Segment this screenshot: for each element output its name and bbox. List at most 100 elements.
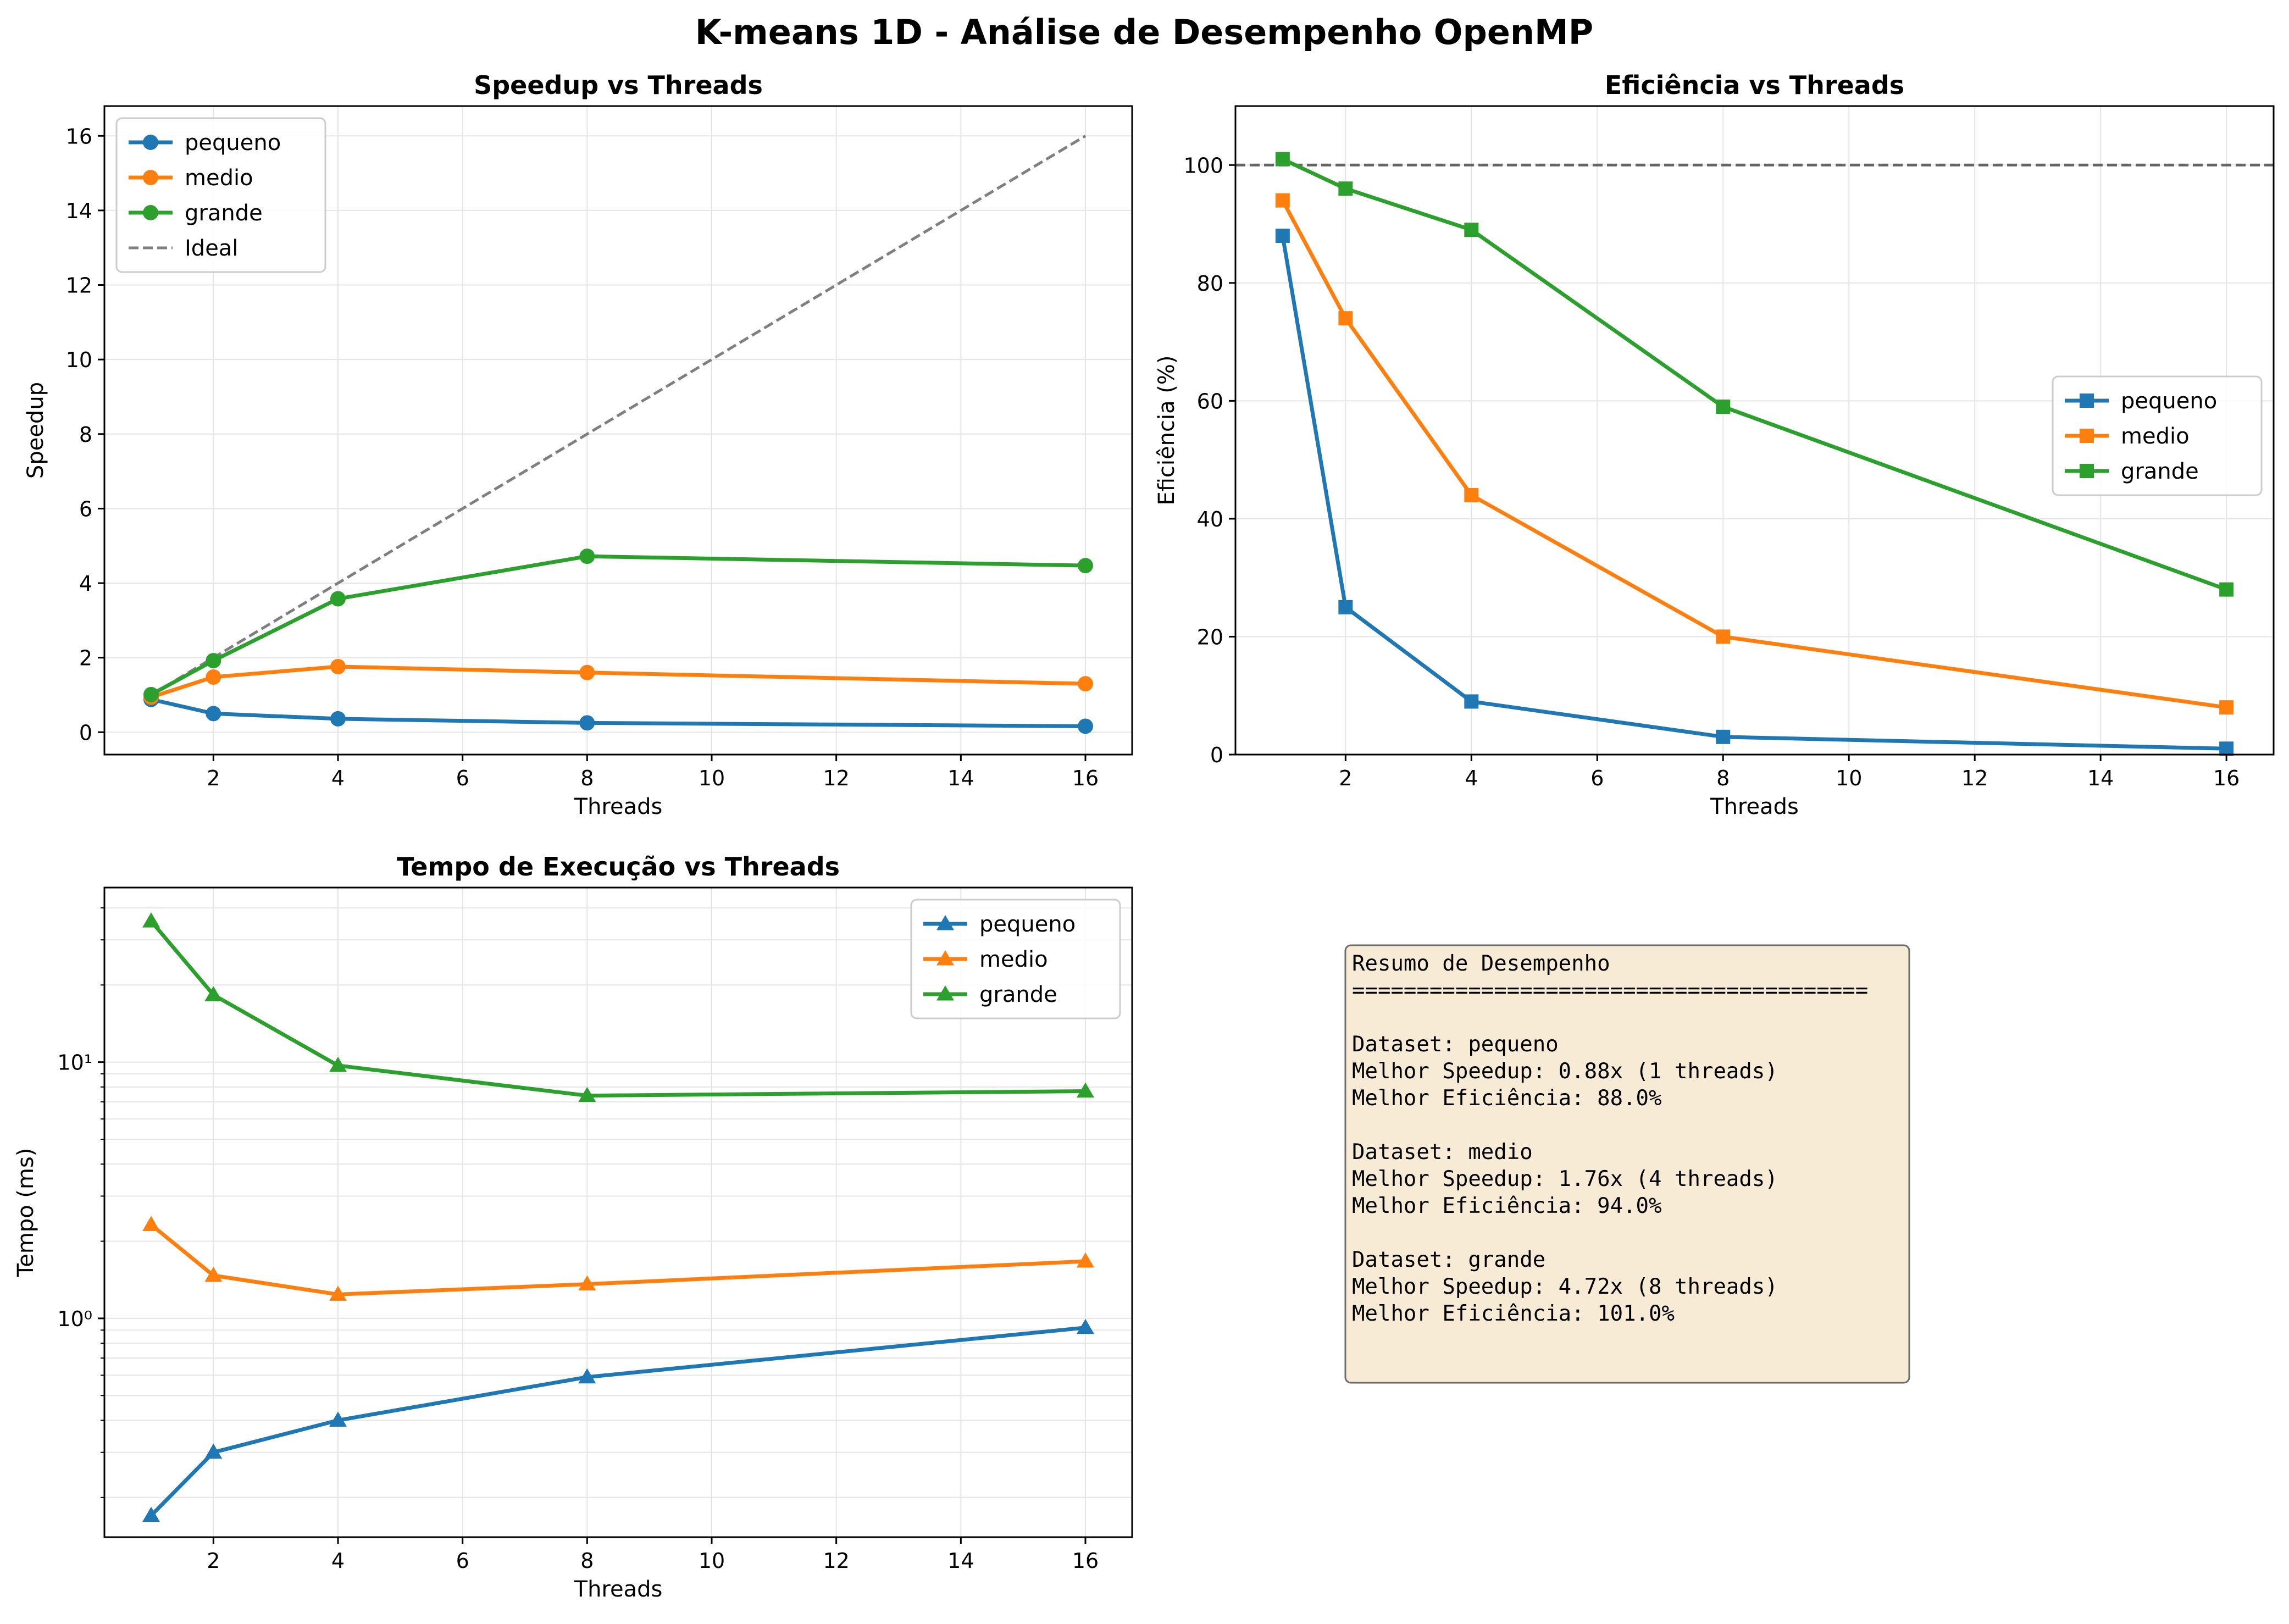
legend-item-grande: grande bbox=[923, 982, 1057, 1007]
x-tick-label: 14 bbox=[2087, 766, 2114, 790]
legend-label: pequeno bbox=[185, 130, 281, 156]
data-point-grande bbox=[204, 986, 223, 1001]
legend-marker bbox=[2080, 429, 2094, 443]
data-point-medio bbox=[578, 1275, 596, 1291]
x-axis-label: Threads bbox=[1710, 794, 1799, 819]
y-tick-label: 4 bbox=[79, 572, 92, 596]
legend: pequeno medio grande bbox=[2052, 375, 2263, 496]
data-point-pequeno bbox=[1338, 600, 1353, 614]
data-point-medio bbox=[2219, 700, 2234, 715]
legend-marker bbox=[936, 915, 954, 930]
series-line-medio bbox=[150, 664, 1086, 699]
ideal-line bbox=[150, 135, 1087, 696]
data-point-medio bbox=[1077, 1252, 1094, 1268]
series-grande bbox=[142, 912, 1094, 1102]
legend-item-medio: medio bbox=[2065, 424, 2190, 449]
data-point-grande bbox=[1275, 152, 1290, 167]
x-tick-label: 4 bbox=[331, 766, 345, 790]
data-point-grande bbox=[1077, 1082, 1094, 1098]
legend-label: medio bbox=[2121, 424, 2190, 449]
legend-item-medio: medio bbox=[129, 165, 253, 191]
summary-line: Melhor Speedup: 4.72x (8 threads) bbox=[1352, 1274, 1778, 1299]
series-pequeno bbox=[142, 1318, 1094, 1522]
legend: pequeno medio grande bbox=[910, 899, 1121, 1019]
legend-marker bbox=[143, 135, 158, 150]
axes-frame bbox=[103, 886, 1133, 1538]
series-medio bbox=[1275, 193, 2234, 715]
data-point-grande bbox=[1078, 558, 1093, 574]
legend-marker bbox=[143, 205, 158, 220]
summary-line: Dataset: pequeno bbox=[1352, 1032, 1559, 1057]
legend-item-ideal: Ideal bbox=[129, 236, 238, 261]
legend-label: medio bbox=[185, 165, 253, 191]
data-point-medio bbox=[330, 658, 346, 674]
y-tick-label: 40 bbox=[1197, 507, 1223, 531]
grid bbox=[104, 106, 1132, 755]
legend-frame bbox=[2052, 375, 2263, 496]
summary-line: Dataset: grande bbox=[1352, 1248, 1545, 1272]
legend-label: grande bbox=[2121, 459, 2199, 484]
summary-line: Melhor Eficiência: 88.0% bbox=[1352, 1086, 1662, 1111]
legend-marker bbox=[143, 170, 158, 185]
data-point-grande bbox=[1464, 223, 1479, 237]
series-line-medio bbox=[149, 1223, 1086, 1296]
x-tick-label: 10 bbox=[699, 766, 725, 790]
legend-frame bbox=[910, 899, 1121, 1019]
y-tick-label: 6 bbox=[79, 497, 92, 521]
x-tick-label: 10 bbox=[1836, 766, 1862, 790]
x-tick-label: 6 bbox=[456, 766, 469, 790]
summary-box: Resumo de Desempenho ===================… bbox=[1344, 944, 1910, 1384]
x-tick-label: 8 bbox=[1716, 766, 1730, 790]
legend-frame bbox=[115, 117, 326, 273]
legend-label: Ideal bbox=[185, 236, 238, 261]
legend-item-medio: medio bbox=[923, 947, 1048, 972]
series-medio bbox=[143, 658, 1093, 705]
x-tick-label: 12 bbox=[1961, 766, 1988, 790]
y-tick-label: 60 bbox=[1197, 389, 1223, 413]
y-tick-label: 0 bbox=[79, 720, 92, 745]
legend-marker bbox=[936, 985, 954, 1001]
data-point-pequeno bbox=[579, 715, 595, 731]
data-point-medio bbox=[1275, 193, 1290, 208]
data-point-pequeno bbox=[1077, 1318, 1094, 1334]
series-line-pequeno bbox=[149, 1326, 1086, 1517]
x-axis-label: Threads bbox=[574, 1577, 663, 1602]
summary-line: Melhor Speedup: 0.88x (1 threads) bbox=[1352, 1059, 1778, 1084]
legend-item-grande: grande bbox=[2065, 459, 2199, 484]
data-point-pequeno bbox=[1464, 694, 1479, 709]
series-grande bbox=[143, 548, 1093, 702]
summary-line: Dataset: medio bbox=[1352, 1140, 1533, 1165]
x-tick-label: 16 bbox=[1072, 766, 1099, 790]
legend-marker bbox=[2080, 393, 2094, 408]
efficiency-chart: 2 4 6 8 10 12 14 16 0 20 40 60 80 100 Eficiência vs Th… bbox=[1154, 70, 2275, 819]
x-axis-label: Threads bbox=[574, 794, 663, 819]
y-tick-label: 80 bbox=[1197, 271, 1223, 296]
legend-label: pequeno bbox=[979, 912, 1076, 937]
data-point-medio bbox=[1464, 488, 1479, 502]
execution-time-chart: 2 4 6 8 10 12 14 16 10⁰ 10¹ Tempo de Execução vs T… bbox=[13, 852, 1133, 1602]
legend-item-grande: grande bbox=[129, 201, 263, 226]
x-tick-label: 12 bbox=[823, 766, 849, 790]
legend-label: medio bbox=[979, 947, 1048, 972]
summary-line: ======================================== bbox=[1352, 978, 1868, 1003]
data-point-pequeno bbox=[1275, 229, 1290, 243]
chart-title: Tempo de Execução vs Threads bbox=[397, 852, 840, 882]
x-tick-label: 8 bbox=[580, 766, 594, 790]
data-point-pequeno bbox=[142, 1506, 160, 1522]
x-tick-label: 6 bbox=[1590, 766, 1604, 790]
y-tick-label: 14 bbox=[66, 199, 92, 223]
x-tick-label: 2 bbox=[207, 1549, 220, 1573]
data-point-medio bbox=[1338, 311, 1353, 326]
data-point-grande bbox=[206, 653, 221, 669]
y-axis-label: Eficiência (%) bbox=[1154, 355, 1179, 505]
data-point-grande bbox=[578, 1087, 596, 1102]
data-point-pequeno bbox=[1716, 729, 1731, 744]
x-tick-label: 2 bbox=[1339, 766, 1352, 790]
y-tick-label: 100 bbox=[1183, 153, 1223, 178]
x-tick-label: 4 bbox=[1465, 766, 1478, 790]
speedup-chart: 2 4 6 8 10 12 14 16 0 2 4 6 8 10 12 14 16 Speedup vs Thre… bbox=[23, 70, 1133, 819]
series-line-pequeno bbox=[151, 697, 1086, 728]
summary-text: Resumo de Desempenho ===================… bbox=[1352, 951, 1881, 1326]
summary-line: Melhor Eficiência: 94.0% bbox=[1352, 1194, 1662, 1218]
